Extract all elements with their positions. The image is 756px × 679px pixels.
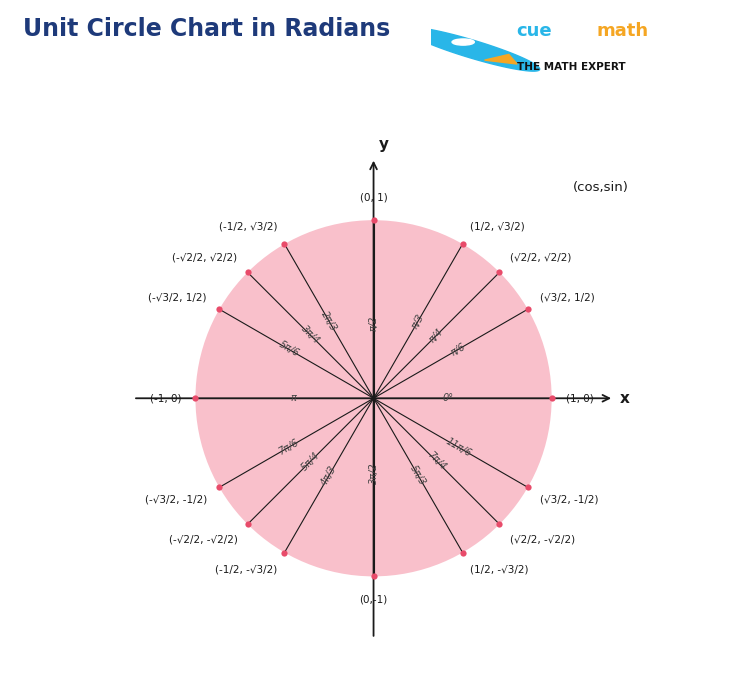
Text: 2π/3: 2π/3 — [319, 310, 339, 333]
Text: x: x — [619, 391, 629, 406]
Text: (0, 1): (0, 1) — [360, 192, 387, 202]
Text: (cos,sin): (cos,sin) — [573, 181, 629, 194]
Text: (-√3/2, -1/2): (-√3/2, -1/2) — [144, 494, 207, 504]
Text: (0,-1): (0,-1) — [359, 594, 388, 604]
Text: π/2: π/2 — [368, 316, 379, 331]
Text: 11π/6: 11π/6 — [444, 436, 473, 458]
Text: 7π/6: 7π/6 — [277, 437, 301, 457]
Text: cue: cue — [516, 22, 553, 39]
Text: (√2/2, -√2/2): (√2/2, -√2/2) — [510, 534, 575, 545]
Text: 4π/3: 4π/3 — [319, 464, 339, 488]
Text: 3π/4: 3π/4 — [299, 324, 322, 346]
Text: (-1, 0): (-1, 0) — [150, 393, 181, 403]
Text: (-√2/2, -√2/2): (-√2/2, -√2/2) — [169, 534, 237, 545]
Text: π/3: π/3 — [410, 312, 426, 330]
Text: (√2/2, √2/2): (√2/2, √2/2) — [510, 253, 571, 262]
Text: y: y — [379, 137, 389, 153]
Text: (-√3/2, 1/2): (-√3/2, 1/2) — [148, 292, 207, 302]
Text: math: math — [596, 22, 648, 39]
Text: (-1/2, -√3/2): (-1/2, -√3/2) — [215, 565, 277, 575]
Text: π/6: π/6 — [449, 341, 467, 357]
Text: (1/2, -√3/2): (1/2, -√3/2) — [469, 565, 528, 575]
Text: 7π/4: 7π/4 — [426, 450, 448, 473]
Text: 0°: 0° — [443, 393, 454, 403]
Text: π/4: π/4 — [428, 327, 445, 344]
Text: Unit Circle Chart in Radians: Unit Circle Chart in Radians — [23, 17, 390, 41]
Text: (√3/2, -1/2): (√3/2, -1/2) — [540, 494, 599, 504]
Text: (1, 0): (1, 0) — [566, 393, 593, 403]
Circle shape — [196, 220, 552, 576]
Text: 3π/2: 3π/2 — [368, 462, 379, 484]
Text: (√3/2, 1/2): (√3/2, 1/2) — [540, 292, 595, 302]
Text: π: π — [290, 393, 296, 403]
Polygon shape — [485, 54, 517, 64]
Circle shape — [452, 39, 474, 45]
Text: (1/2, √3/2): (1/2, √3/2) — [469, 222, 525, 232]
Text: 5π/3: 5π/3 — [408, 464, 428, 488]
Text: (-√2/2, √2/2): (-√2/2, √2/2) — [172, 253, 237, 262]
Text: 5π/4: 5π/4 — [299, 450, 322, 473]
Text: (-1/2, √3/2): (-1/2, √3/2) — [219, 222, 277, 232]
Text: 5π/6: 5π/6 — [277, 340, 301, 359]
Text: THE MATH EXPERT: THE MATH EXPERT — [516, 62, 625, 72]
Polygon shape — [404, 27, 540, 71]
